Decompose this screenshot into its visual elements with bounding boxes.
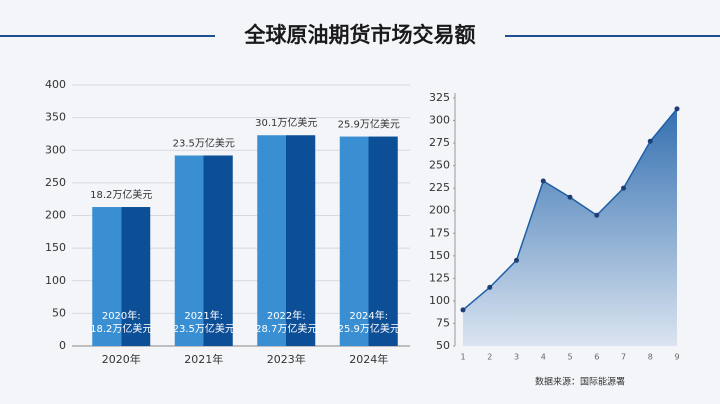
y-tick-label: 150 [45, 241, 66, 254]
bar-inner-label: 28.7万亿美元 [255, 322, 317, 335]
x-tick-label: 1 [460, 353, 465, 362]
point [514, 257, 519, 263]
y-tick-label: 200 [45, 209, 66, 222]
bar [257, 135, 316, 346]
bar-top-label: 18.2万亿美元 [90, 188, 152, 201]
point [621, 185, 626, 191]
y-tick-label: 325 [429, 91, 450, 104]
y-tick-label: 50 [436, 339, 450, 352]
y-tick-label: 300 [429, 114, 450, 127]
y-tick-label: 200 [429, 204, 450, 217]
point [540, 178, 546, 184]
x-tick-label: 2 [487, 353, 492, 362]
y-tick-label: 300 [45, 143, 66, 156]
area [463, 108, 677, 347]
bar-inner-label: 2021年: [184, 309, 223, 322]
y-tick-label: 125 [429, 271, 450, 284]
y-tick-label: 100 [429, 294, 450, 307]
y-tick-label: 150 [429, 249, 450, 262]
y-tick-label: 225 [429, 181, 450, 194]
y-tick-label: 100 [45, 274, 66, 287]
point [674, 106, 680, 112]
bar-top-label: 25.9万亿美元 [338, 118, 400, 131]
y-tick-label: 75 [436, 316, 450, 329]
x-tick-label: 9 [674, 353, 679, 362]
y-tick-label: 400 [45, 78, 66, 91]
x-tick-label: 7 [621, 353, 626, 362]
y-tick-label: 175 [429, 226, 450, 239]
bar [92, 207, 151, 346]
x-tick-label: 8 [648, 353, 653, 362]
point [487, 284, 493, 290]
x-tick-label: 2020年 [102, 352, 141, 366]
y-tick-label: 250 [45, 176, 66, 189]
point [460, 307, 466, 313]
y-tick-label: 250 [429, 159, 450, 172]
bar-inner-label: 23.5万亿美元 [173, 322, 235, 335]
x-tick-label: 2023年 [267, 352, 306, 366]
bar-inner-label: 25.9万亿美元 [338, 322, 400, 335]
y-tick-label: 350 [45, 111, 66, 124]
x-tick-label: 6 [594, 353, 599, 362]
point [647, 138, 653, 144]
bar [174, 155, 233, 346]
point [594, 212, 600, 218]
bar-top-label: 30.1万亿美元 [255, 116, 317, 129]
source-note: 数据来源：国际能源署 [535, 376, 625, 388]
x-tick-label: 2021年 [184, 352, 223, 366]
chart-title: 全球原油期货市场交易额 [244, 23, 476, 47]
bar-inner-label: 18.2万亿美元 [90, 322, 152, 335]
x-tick-label: 2024年 [349, 352, 388, 366]
x-tick-label: 5 [567, 353, 572, 362]
point [567, 194, 573, 200]
y-tick-label: 50 [52, 306, 66, 319]
bar [339, 136, 398, 346]
bar-inner-label: 2022年: [267, 309, 306, 322]
y-tick-label: 275 [429, 136, 450, 149]
bar-inner-label: 2024年: [349, 309, 388, 322]
y-tick-label: 0 [59, 339, 66, 352]
x-tick-label: 3 [514, 353, 519, 362]
bar-inner-label: 2020年: [102, 309, 141, 322]
x-tick-label: 4 [541, 353, 546, 362]
bar-top-label: 23.5万亿美元 [173, 136, 235, 149]
